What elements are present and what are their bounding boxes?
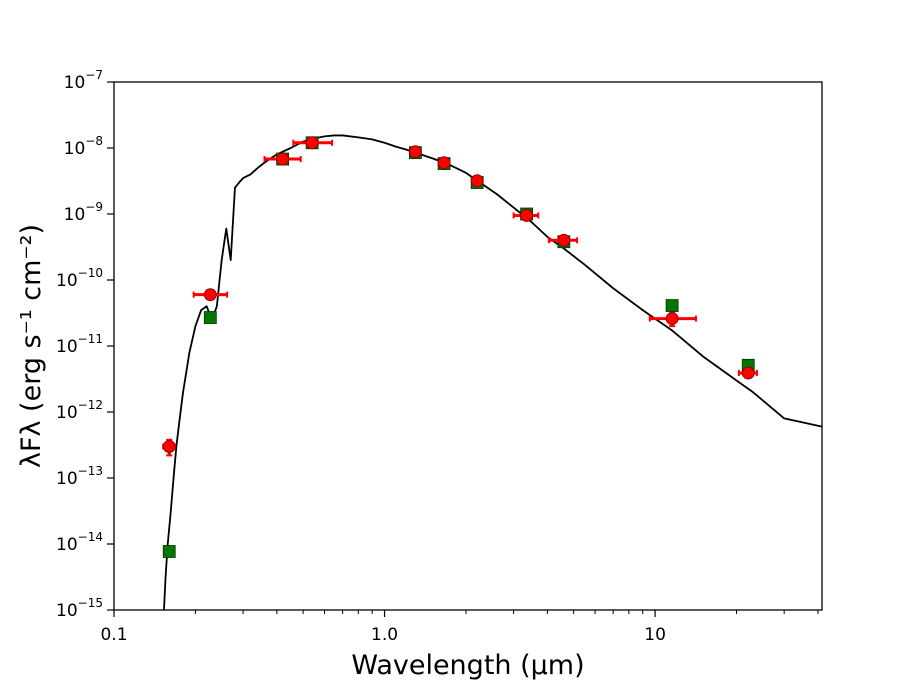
y-tick-label: 10−13 <box>56 464 103 489</box>
y-tick-label: 10−14 <box>56 530 103 555</box>
model-photometry-point <box>162 545 176 558</box>
model-spectrum-layer <box>163 134 823 611</box>
model-photometry-point <box>665 299 679 312</box>
y-tick-exponent: −11 <box>78 332 103 346</box>
x-tick-label: 10 <box>644 625 666 645</box>
observed-photometry-layer <box>162 136 755 453</box>
error-bar-layer <box>162 139 758 457</box>
tick-layer: 0.1 1.0 1010−1510−1410−1310−1210−1110−1010… <box>56 68 819 645</box>
y-tick-exponent: −14 <box>78 530 103 544</box>
y-tick-label: 10−8 <box>64 134 103 159</box>
plot-frame <box>113 81 823 611</box>
y-tick-base: 10 <box>64 73 86 93</box>
model-photometry-point <box>203 311 217 324</box>
observed-photometry-point <box>276 152 290 166</box>
x-tick-label: 0.1 <box>100 625 127 645</box>
y-tick-base: 10 <box>56 601 78 621</box>
y-tick-exponent: −9 <box>85 200 103 214</box>
observed-photometry-point <box>203 288 217 302</box>
model-photometry-layer <box>162 136 755 558</box>
y-tick-base: 10 <box>56 271 78 291</box>
y-tick-exponent: −12 <box>78 398 103 412</box>
observed-photometry-point <box>741 366 755 380</box>
y-tick-exponent: −15 <box>78 596 103 610</box>
y-axis-label: λFλ (erg s⁻¹ cm⁻²) <box>16 224 47 468</box>
y-tick-label: 10−10 <box>56 266 103 291</box>
y-tick-exponent: −8 <box>85 134 103 148</box>
observed-photometry-point <box>305 136 319 150</box>
x-tick-label: 1.0 <box>371 625 398 645</box>
y-tick-label: 10−11 <box>56 332 103 357</box>
observed-photometry-point <box>470 174 484 188</box>
y-tick-base: 10 <box>64 205 86 225</box>
x-axis-label: Wavelength (μm) <box>351 650 584 681</box>
observed-photometry-point <box>408 145 422 159</box>
y-tick-exponent: −13 <box>78 464 103 478</box>
y-tick-base: 10 <box>56 403 78 423</box>
y-tick-label: 10−7 <box>64 68 103 93</box>
y-tick-label: 10−15 <box>56 596 103 621</box>
y-tick-base: 10 <box>56 469 78 489</box>
y-tick-base: 10 <box>64 139 86 159</box>
y-tick-exponent: −10 <box>78 266 103 280</box>
observed-photometry-point <box>557 233 571 247</box>
model-spectrum-line <box>163 134 823 611</box>
y-tick-base: 10 <box>56 337 78 357</box>
observed-photometry-point <box>665 312 679 326</box>
observed-photometry-point <box>437 156 451 170</box>
y-tick-label: 10−9 <box>64 200 103 225</box>
y-tick-base: 10 <box>56 535 78 555</box>
observed-photometry-point <box>162 440 176 453</box>
y-tick-exponent: −7 <box>85 68 103 82</box>
y-tick-label: 10−12 <box>56 398 103 423</box>
observed-photometry-point <box>520 209 534 222</box>
